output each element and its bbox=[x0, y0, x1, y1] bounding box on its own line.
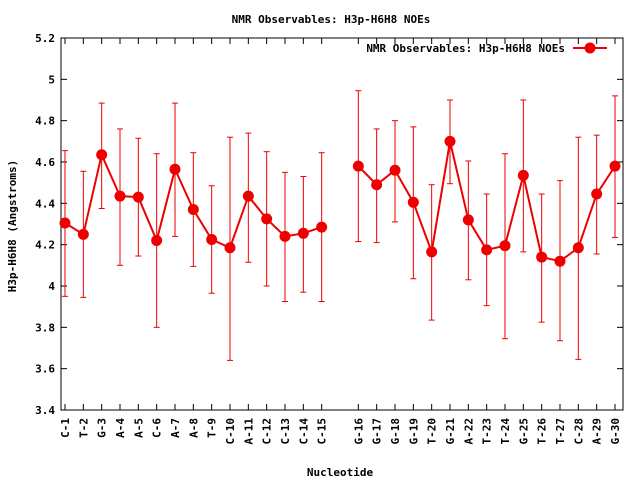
data-point bbox=[169, 163, 181, 175]
data-point bbox=[609, 160, 621, 172]
x-tick-label: T-26 bbox=[536, 418, 549, 445]
y-tick-label: 5.2 bbox=[35, 32, 55, 45]
data-point bbox=[114, 190, 126, 202]
x-tick-label: G-21 bbox=[444, 418, 457, 445]
y-tick-label: 3.6 bbox=[35, 363, 55, 376]
x-tick-label: A-7 bbox=[169, 418, 182, 438]
x-axis-label: Nucleotide bbox=[307, 466, 374, 479]
x-tick-label: A-29 bbox=[591, 418, 604, 445]
x-tick-label: T-27 bbox=[554, 418, 567, 445]
data-point bbox=[279, 230, 291, 242]
data-point bbox=[371, 179, 383, 191]
data-point bbox=[407, 196, 419, 208]
data-point bbox=[242, 190, 254, 202]
data-point bbox=[352, 160, 364, 172]
data-point bbox=[77, 228, 89, 240]
x-tick-label: T-9 bbox=[206, 418, 219, 438]
y-tick-label: 4.8 bbox=[35, 115, 55, 128]
x-tick-label: G-25 bbox=[517, 418, 530, 445]
x-tick-label: T-24 bbox=[499, 418, 512, 445]
x-tick-label: G-3 bbox=[96, 418, 109, 438]
data-point bbox=[389, 164, 401, 176]
y-tick-label: 4.6 bbox=[35, 156, 55, 169]
x-tick-label: C-15 bbox=[316, 418, 329, 445]
x-tick-label: G-18 bbox=[389, 418, 402, 445]
data-point bbox=[96, 149, 108, 161]
x-tick-label: T-20 bbox=[426, 418, 439, 445]
x-tick-label: A-11 bbox=[242, 418, 255, 445]
y-axis-label: H3p-H6H8 (Angstroms) bbox=[6, 160, 19, 292]
data-point bbox=[591, 188, 603, 200]
data-point bbox=[261, 213, 273, 225]
x-tick-label: G-30 bbox=[609, 418, 622, 445]
data-point bbox=[499, 240, 511, 252]
x-tick-label: G-17 bbox=[371, 418, 384, 445]
data-point bbox=[554, 255, 566, 267]
legend-label: NMR Observables: H3p-H6H8 NOEs bbox=[366, 42, 565, 55]
x-tick-label: C-1 bbox=[59, 418, 72, 438]
x-tick-label: T-2 bbox=[77, 418, 90, 438]
data-point bbox=[481, 244, 493, 256]
x-tick-label: C-14 bbox=[297, 418, 310, 445]
data-point bbox=[572, 242, 584, 254]
data-point bbox=[444, 135, 456, 147]
legend: NMR Observables: H3p-H6H8 NOEs bbox=[366, 42, 607, 55]
x-tick-label: T-23 bbox=[481, 418, 494, 445]
data-point bbox=[297, 227, 309, 239]
x-tick-label: G-19 bbox=[407, 418, 420, 445]
x-tick-label: C-10 bbox=[224, 418, 237, 445]
y-tick-label: 3.8 bbox=[35, 321, 55, 334]
x-tick-label: C-12 bbox=[261, 418, 274, 445]
x-tick-label: C-28 bbox=[572, 418, 585, 445]
x-tick-label: G-16 bbox=[352, 418, 365, 445]
data-point bbox=[59, 217, 71, 229]
plot-frame bbox=[60, 37, 624, 411]
data-point bbox=[426, 246, 438, 258]
plot-area: 3.4 3.6 3.8 4 4.2 4.4 4.6 4.8 5 5.2 C-1 T-2 G-3 A-4 A-… bbox=[35, 32, 624, 445]
data-point bbox=[151, 235, 163, 247]
y-tick-label: 5 bbox=[48, 73, 55, 86]
x-tick-label: C-6 bbox=[151, 418, 164, 438]
data-point bbox=[132, 191, 144, 203]
data-point bbox=[536, 251, 548, 263]
data-point bbox=[187, 204, 199, 216]
data-point bbox=[224, 242, 236, 254]
x-tick-label: A-5 bbox=[132, 418, 145, 438]
x-tick-label: C-13 bbox=[279, 418, 292, 445]
x-tick-label: A-22 bbox=[462, 418, 475, 445]
x-tick-label: A-8 bbox=[187, 418, 200, 438]
legend-marker bbox=[584, 42, 596, 54]
y-tick-label: 4.4 bbox=[35, 197, 55, 210]
chart-title: NMR Observables: H3p-H6H8 NOEs bbox=[232, 13, 431, 26]
x-tick-label: A-4 bbox=[114, 418, 127, 438]
y-tick-label: 4.2 bbox=[35, 239, 55, 252]
data-point bbox=[316, 221, 328, 233]
y-tick-label: 3.4 bbox=[35, 404, 55, 417]
y-tick-label: 4 bbox=[48, 280, 55, 293]
data-point bbox=[517, 169, 529, 181]
data-point bbox=[462, 214, 474, 226]
data-point bbox=[206, 234, 218, 245]
